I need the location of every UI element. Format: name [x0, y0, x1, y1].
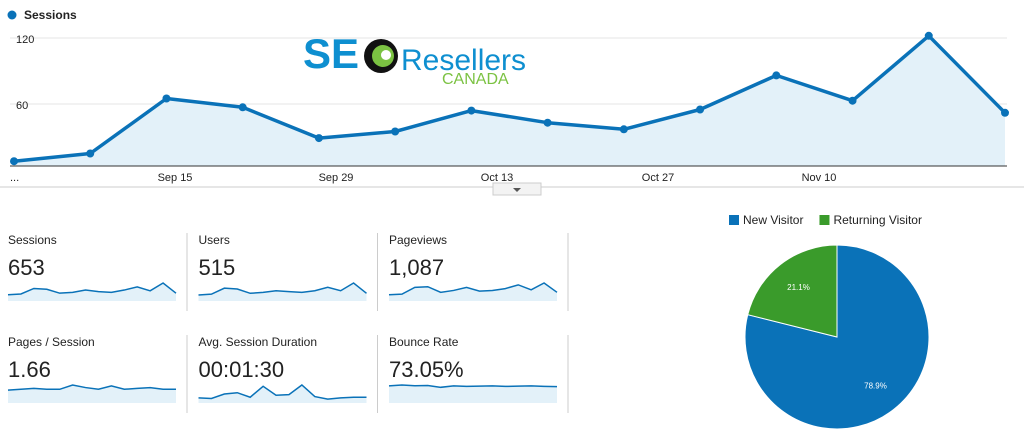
- sparkline: [198, 282, 367, 296]
- sparkline: [388, 282, 558, 296]
- metric-name: Users: [199, 233, 230, 247]
- x-tick-label: ...: [10, 172, 19, 184]
- point: [772, 71, 781, 80]
- sparkline: [198, 384, 367, 400]
- x-tick-label: Oct 13: [481, 172, 513, 184]
- point: [924, 31, 933, 40]
- logo-swirl-core: [381, 50, 391, 60]
- legend-label: Returning Visitor: [833, 213, 922, 227]
- pie-slice: [744, 244, 930, 430]
- metric-value: 1.66: [8, 357, 51, 382]
- metric-name: Pageviews: [389, 233, 447, 247]
- metric-value: 00:01:30: [199, 357, 285, 382]
- metric-value: 1,087: [389, 255, 444, 280]
- legend-label: Sessions: [24, 8, 77, 22]
- point: [391, 127, 400, 136]
- x-tick-label: Oct 27: [642, 172, 674, 184]
- legend-swatch: [729, 215, 739, 225]
- logo-mark: SE: [303, 30, 359, 77]
- metric-value: 653: [8, 255, 45, 280]
- sparkline: [388, 384, 558, 389]
- metric-name: Avg. Session Duration: [199, 335, 318, 349]
- logo-name: Resellers: [401, 44, 526, 77]
- line: [13, 34, 1007, 163]
- point: [619, 125, 628, 134]
- sparkline-area: [198, 283, 367, 301]
- point: [314, 134, 323, 143]
- point: [1001, 108, 1009, 117]
- slice-label: 21.1%: [787, 283, 810, 292]
- legend-dot: [7, 10, 17, 20]
- legend-label: New Visitor: [743, 213, 803, 227]
- point: [848, 96, 857, 105]
- point: [543, 118, 552, 127]
- point: [86, 149, 95, 158]
- metric-value: 73.05%: [389, 357, 464, 382]
- area: [14, 35, 1005, 166]
- x-tick-label: Nov 10: [802, 172, 837, 184]
- logo: SE Resellers CANADA: [303, 30, 526, 88]
- metric-name: Sessions: [8, 233, 57, 247]
- point: [467, 106, 476, 115]
- collapse-arrow: [513, 188, 521, 192]
- x-tick-label: Sep 29: [319, 172, 354, 184]
- sparkline-area: [8, 283, 176, 301]
- sparkline-area: [389, 385, 557, 403]
- sparkline: [7, 282, 177, 296]
- legend-swatch: [819, 215, 830, 225]
- metric-name: Bounce Rate: [389, 335, 459, 349]
- point: [696, 105, 705, 114]
- point: [162, 94, 171, 103]
- metric-value: 515: [199, 255, 236, 280]
- x-tick-label: Sep 15: [158, 172, 193, 184]
- pie-slice: [747, 244, 838, 338]
- logo-region: CANADA: [442, 71, 509, 88]
- y-tick-label: 60: [16, 100, 28, 112]
- y-tick-label: 120: [16, 34, 34, 46]
- sparkline: [7, 384, 176, 391]
- slice-label: 78.9%: [864, 381, 887, 390]
- point: [238, 103, 247, 112]
- sparkline-area: [389, 283, 557, 301]
- metric-name: Pages / Session: [8, 335, 95, 349]
- point: [10, 157, 18, 166]
